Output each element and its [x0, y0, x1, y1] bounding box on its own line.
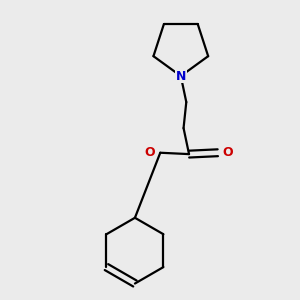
Text: N: N	[176, 70, 186, 83]
Text: O: O	[223, 146, 233, 159]
Text: O: O	[145, 146, 155, 159]
